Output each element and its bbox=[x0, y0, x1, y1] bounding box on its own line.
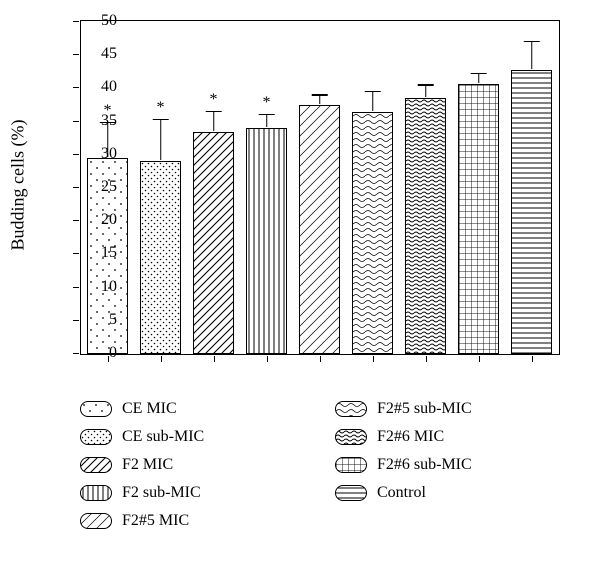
y-tick-label: 50 bbox=[101, 12, 117, 30]
legend-swatch bbox=[335, 457, 367, 473]
bar bbox=[352, 112, 393, 354]
bar bbox=[405, 98, 446, 354]
legend-label: F2#6 sub-MIC bbox=[377, 456, 472, 474]
significance-marker: * bbox=[263, 94, 271, 112]
legend-item: F2 MIC bbox=[80, 456, 204, 474]
y-tick-label: 0 bbox=[109, 344, 117, 362]
x-tick bbox=[532, 356, 533, 362]
y-axis-label: Budding cells (%) bbox=[8, 120, 29, 251]
legend-column: F2#5 sub-MIC F2#6 MIC F2#6 sub-MIC Control bbox=[335, 400, 472, 512]
y-tick bbox=[73, 187, 79, 188]
legend-swatch bbox=[335, 485, 367, 501]
significance-marker: * bbox=[157, 99, 165, 117]
x-tick bbox=[267, 356, 268, 362]
y-tick-label: 20 bbox=[101, 211, 117, 229]
bar bbox=[299, 105, 340, 354]
legend-label: Control bbox=[377, 484, 426, 502]
legend-label: F2#6 MIC bbox=[377, 428, 444, 446]
bar bbox=[511, 70, 552, 354]
y-tick-label: 40 bbox=[101, 78, 117, 96]
y-tick bbox=[73, 154, 79, 155]
y-tick bbox=[73, 220, 79, 221]
bar bbox=[193, 132, 234, 354]
legend-swatch bbox=[80, 429, 112, 445]
legend-label: F2#5 MIC bbox=[122, 512, 189, 530]
legend-item: CE sub-MIC bbox=[80, 428, 204, 446]
y-tick bbox=[73, 253, 79, 254]
legend-label: CE MIC bbox=[122, 400, 177, 418]
y-tick-label: 25 bbox=[101, 178, 117, 196]
legend-swatch bbox=[80, 485, 112, 501]
y-tick bbox=[73, 320, 79, 321]
legend-item: F2#6 sub-MIC bbox=[335, 456, 472, 474]
y-tick bbox=[73, 121, 79, 122]
significance-marker: * bbox=[210, 91, 218, 109]
y-tick-label: 45 bbox=[101, 45, 117, 63]
legend-item: Control bbox=[335, 484, 472, 502]
x-tick bbox=[373, 356, 374, 362]
y-tick bbox=[73, 21, 79, 22]
bar bbox=[140, 161, 181, 354]
x-tick bbox=[161, 356, 162, 362]
legend-swatch bbox=[80, 513, 112, 529]
legend-item: CE MIC bbox=[80, 400, 204, 418]
legend-item: F2#5 sub-MIC bbox=[335, 400, 472, 418]
legend-swatch bbox=[80, 401, 112, 417]
y-tick-label: 5 bbox=[109, 311, 117, 329]
x-tick bbox=[320, 356, 321, 362]
bar bbox=[246, 128, 287, 354]
y-tick-label: 10 bbox=[101, 278, 117, 296]
x-tick bbox=[426, 356, 427, 362]
y-tick bbox=[73, 87, 79, 88]
legend-label: F2 MIC bbox=[122, 456, 173, 474]
y-tick-label: 30 bbox=[101, 145, 117, 163]
legend-swatch bbox=[80, 457, 112, 473]
legend-swatch bbox=[335, 429, 367, 445]
y-tick bbox=[73, 287, 79, 288]
legend-label: F2 sub-MIC bbox=[122, 484, 201, 502]
legend-item: F2 sub-MIC bbox=[80, 484, 204, 502]
figure: Budding cells (%) **** CE MICCE sub-MICF… bbox=[0, 0, 607, 570]
legend-item: F2#6 MIC bbox=[335, 428, 472, 446]
y-tick bbox=[73, 54, 79, 55]
legend-swatch bbox=[335, 401, 367, 417]
bar bbox=[458, 84, 499, 354]
y-tick bbox=[73, 353, 79, 354]
legend-label: CE sub-MIC bbox=[122, 428, 204, 446]
x-tick bbox=[214, 356, 215, 362]
legend-item: F2#5 MIC bbox=[80, 512, 204, 530]
y-tick-label: 35 bbox=[101, 112, 117, 130]
legend-label: F2#5 sub-MIC bbox=[377, 400, 472, 418]
legend-column: CE MIC CE sub-MIC F2 MIC F2 sub-MIC F2#5 MIC bbox=[80, 400, 204, 540]
y-tick-label: 15 bbox=[101, 244, 117, 262]
chart-plot-area: **** bbox=[80, 20, 560, 355]
x-tick bbox=[479, 356, 480, 362]
